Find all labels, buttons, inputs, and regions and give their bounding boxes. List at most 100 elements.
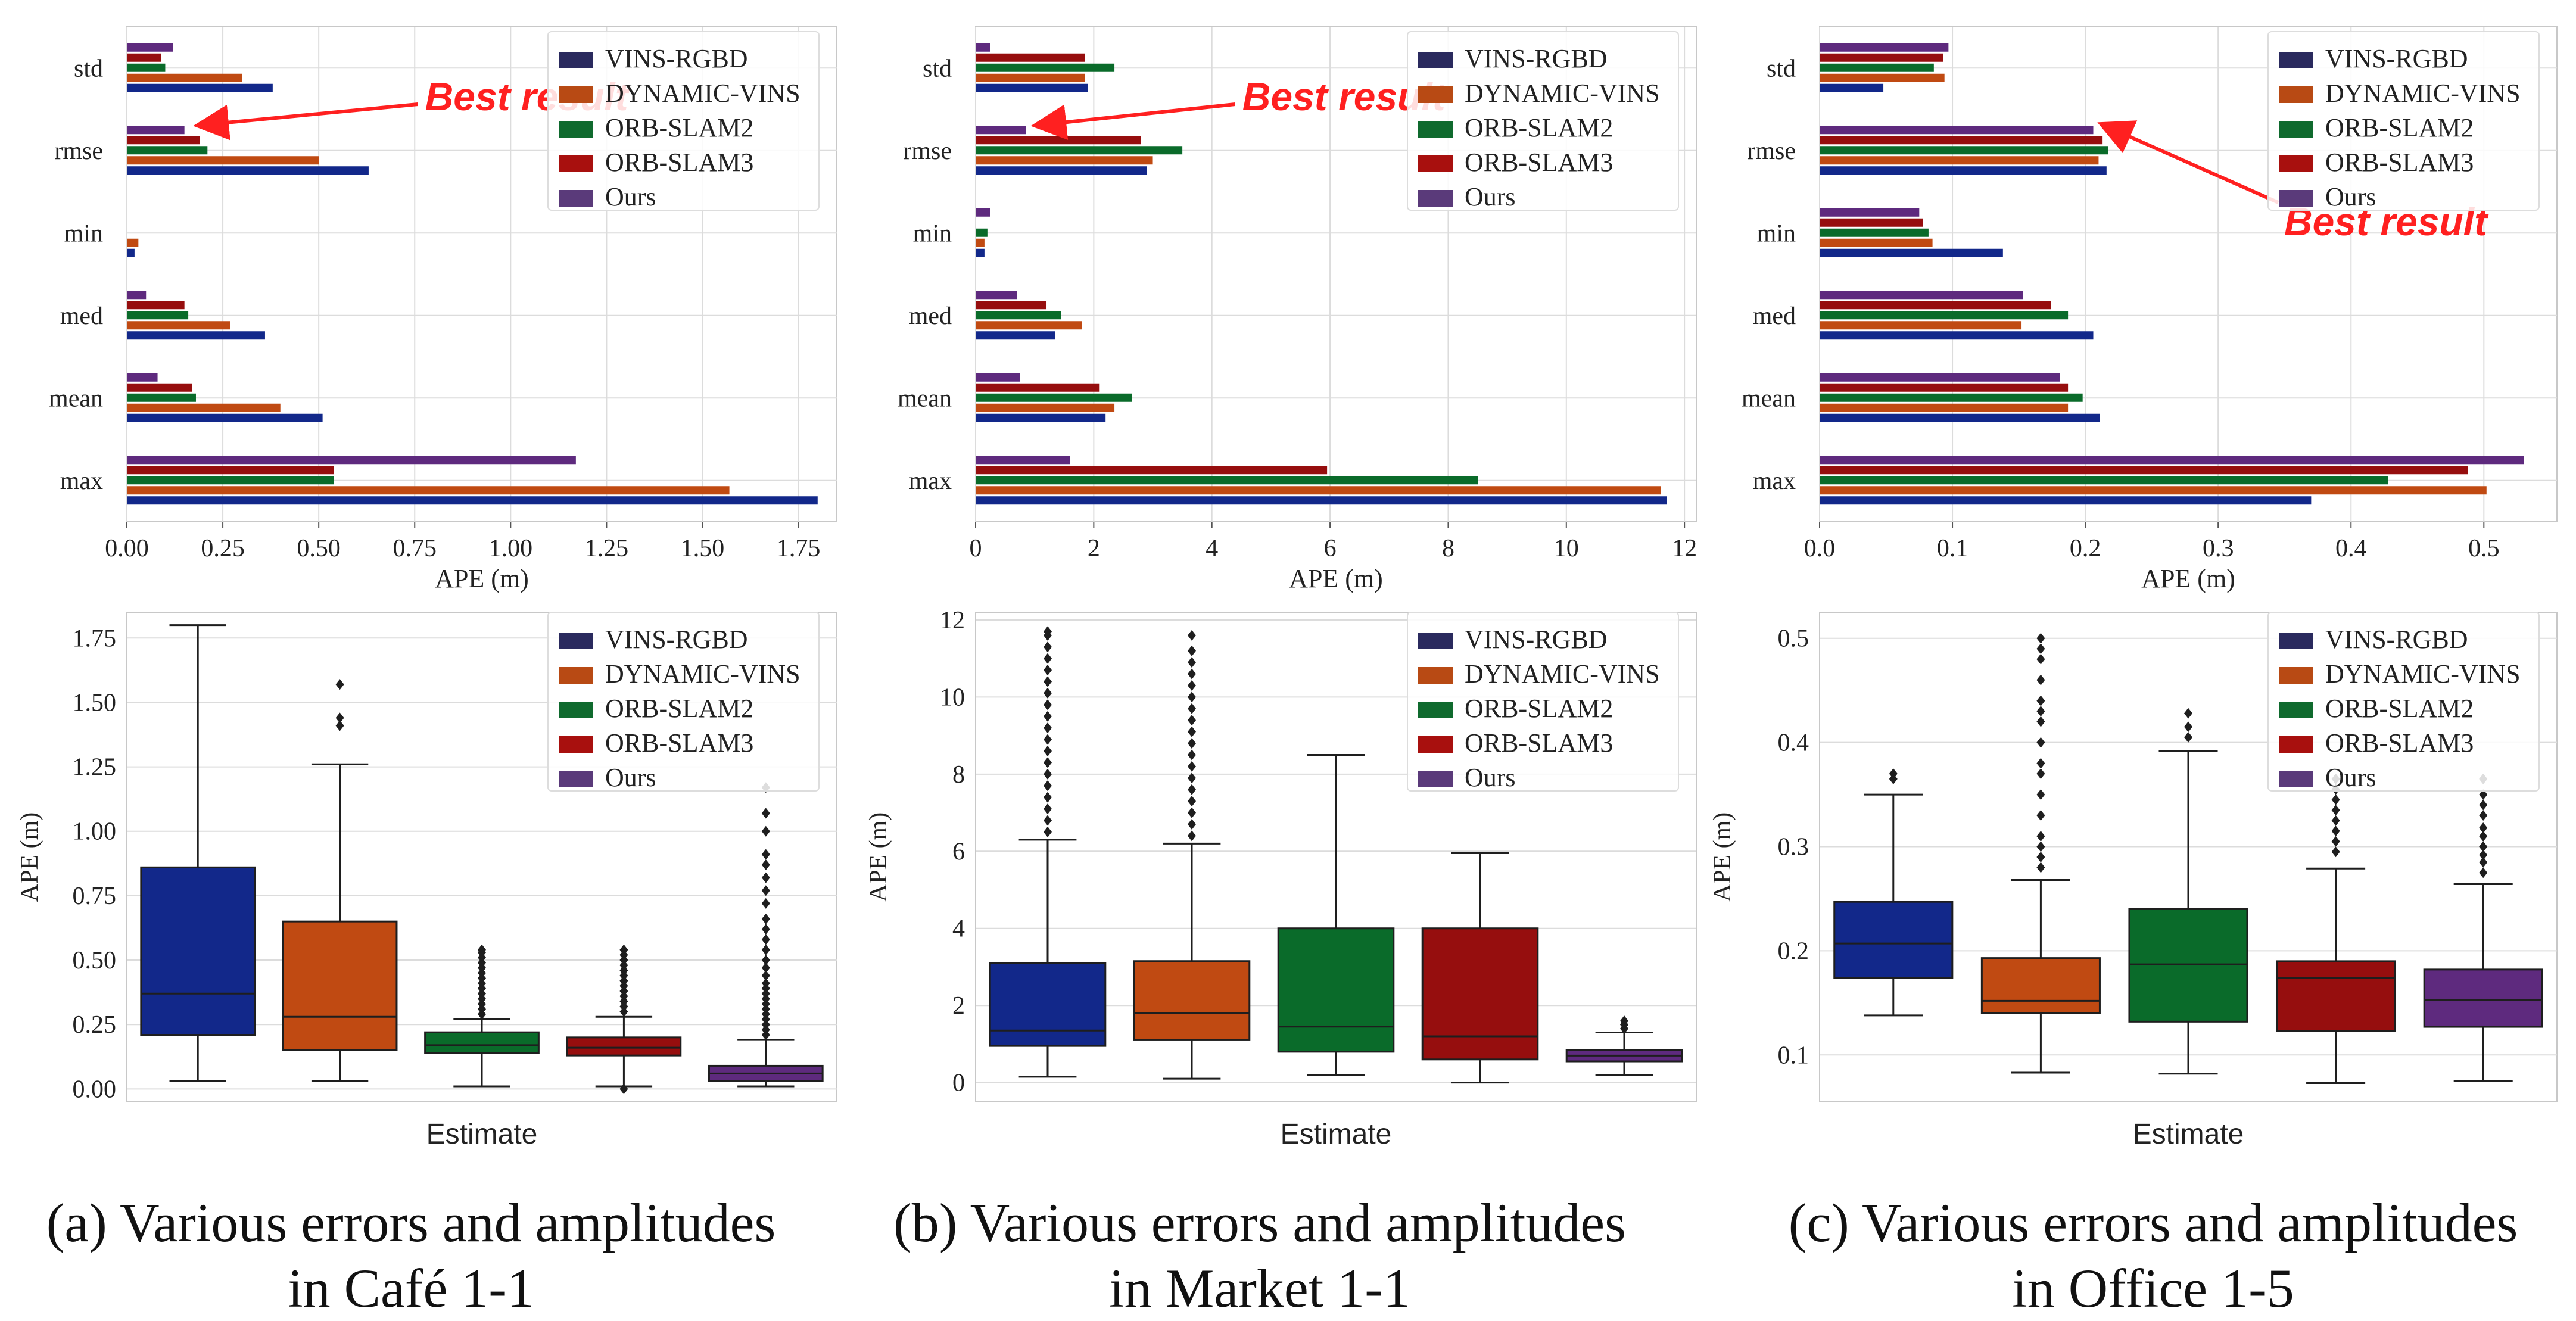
flier-VINS-RGBD-14 <box>1044 665 1052 676</box>
bar-Ours-rmse <box>976 126 1026 135</box>
bar-ORB-SLAM3-max <box>127 466 334 475</box>
box-ORB-SLAM3 <box>566 1036 682 1057</box>
legend-swatch-4 <box>1418 771 1453 787</box>
bar-DYNAMIC-VINS-min <box>1820 238 1933 247</box>
legend-swatch-1 <box>1418 667 1453 684</box>
legend-swatch-3 <box>1418 736 1453 753</box>
x-tick-label: 6 <box>1324 535 1337 562</box>
bar-ORB-SLAM2-rmse <box>127 146 208 155</box>
flier-VINS-RGBD-0 <box>1044 826 1052 837</box>
legend-label-4: Ours <box>2325 182 2376 211</box>
legend-swatch-4 <box>1418 190 1453 207</box>
x-tick-label: 0.75 <box>393 535 437 562</box>
legend-0: VINS-RGBD DYNAMIC-VINS ORB-SLAM2 ORB-SLAM3 O… <box>547 31 820 211</box>
flier-Ours-23 <box>761 825 770 837</box>
x-tick-label: 1.00 <box>489 535 533 562</box>
flier-Ours-2 <box>2479 849 2488 861</box>
legend-label-3: ORB-SLAM3 <box>2325 148 2474 177</box>
y-tick-label: 1.50 <box>73 689 117 716</box>
legend-label-2: ORB-SLAM2 <box>1465 113 1613 142</box>
flier-VINS-RGBD-6 <box>1044 757 1052 768</box>
x-tick-label: 1.25 <box>585 535 629 562</box>
bar-ORB-SLAM3-med <box>976 301 1047 310</box>
y-tick-label: 0.4 <box>1778 730 1809 757</box>
x-tick-label: 0.0 <box>1804 535 1836 562</box>
legend-label-3: ORB-SLAM3 <box>605 148 753 177</box>
bar-Ours-max <box>127 456 576 465</box>
bar-ORB-SLAM3-max <box>1820 466 2468 475</box>
bar-DYNAMIC-VINS-max <box>127 486 730 495</box>
legend-swatch-3 <box>559 155 593 172</box>
bar-ORB-SLAM3-med <box>1820 301 2051 310</box>
flier-DYNAMIC-VINS-5 <box>2036 789 2045 800</box>
bar-Ours-max <box>976 456 1070 465</box>
flier-DYNAMIC-VINS-8 <box>1188 738 1196 749</box>
box-DYNAMIC-VINS <box>1133 960 1251 1041</box>
legend-swatch-0 <box>559 52 593 68</box>
x-tick-label: 0 <box>970 535 982 562</box>
bar-ORB-SLAM3-med <box>127 301 185 310</box>
bar-DYNAMIC-VINS-mean <box>127 403 281 412</box>
y-tick-label-std: std <box>923 55 952 82</box>
flier-DYNAMIC-VINS-13 <box>1188 680 1196 691</box>
bar-VINS-RGBD-max <box>1820 496 2312 505</box>
bar-DYNAMIC-VINS-mean <box>1820 403 2069 412</box>
flier-DYNAMIC-VINS-2 <box>2036 841 2045 852</box>
legend-1: VINS-RGBD DYNAMIC-VINS ORB-SLAM2 ORB-SLAM3 O… <box>1407 31 1679 211</box>
flier-Ours-16 <box>761 924 770 935</box>
legend-label-0: VINS-RGBD <box>1465 44 1608 73</box>
bar-ORB-SLAM3-mean <box>1820 383 2069 392</box>
legend-label-2: ORB-SLAM2 <box>605 113 753 142</box>
legend-label-3: ORB-SLAM3 <box>1465 148 1613 177</box>
flier-Ours-20 <box>761 872 770 883</box>
legend-label-1: DYNAMIC-VINS <box>1465 659 1660 688</box>
flier-VINS-RGBD-4 <box>1044 780 1052 792</box>
flier-Ours-2 <box>1620 1015 1628 1027</box>
flier-DYNAMIC-VINS-16 <box>1188 645 1196 656</box>
x-axis-label: Estimate <box>1281 1119 1392 1150</box>
legend-swatch-2 <box>2279 702 2313 718</box>
bar-VINS-RGBD-rmse <box>1820 166 2107 175</box>
legend-swatch-2 <box>559 121 593 138</box>
bar-Ours-mean <box>1820 373 2060 382</box>
flier-ORB-SLAM2-0 <box>2184 731 2192 743</box>
x-tick-label: 4 <box>1206 535 1218 562</box>
flier-VINS-RGBD-7 <box>1044 746 1052 757</box>
flier-DYNAMIC-VINS-4 <box>1188 784 1196 795</box>
flier-Ours-8 <box>2479 789 2488 800</box>
bar-VINS-RGBD-max <box>127 496 818 505</box>
y-tick-label: 10 <box>940 684 965 711</box>
x-axis-label: APE (m) <box>1289 564 1383 593</box>
bar-ORB-SLAM2-med <box>127 311 189 320</box>
x-tick-label: 10 <box>1554 535 1579 562</box>
legend-swatch-2 <box>559 702 593 718</box>
y-tick-label-mean: mean <box>898 385 952 412</box>
bar-ORB-SLAM3-mean <box>127 383 192 392</box>
legend-3: VINS-RGBD DYNAMIC-VINS ORB-SLAM2 ORB-SLAM3 O… <box>547 612 820 792</box>
bar-Ours-med <box>976 291 1017 300</box>
annotation-arrow <box>2097 120 2279 204</box>
y-tick-label-rmse: rmse <box>1747 138 1796 165</box>
y-tick-label: 0.3 <box>1778 834 1809 861</box>
flier-DYNAMIC-VINS-6 <box>1188 761 1196 772</box>
legend-swatch-4 <box>559 771 593 787</box>
flier-DYNAMIC-VINS-3 <box>2036 831 2045 842</box>
caption-b-line1: (b) Various errors and amplitudes <box>893 1192 1626 1253</box>
bar-Ours-med <box>127 291 147 300</box>
x-tick-label: 0.2 <box>2070 535 2101 562</box>
bar-VINS-RGBD-mean <box>127 413 323 422</box>
legend-frame <box>1407 612 1679 792</box>
bar-Ours-max <box>1820 456 2524 465</box>
flier-Ours-11 <box>761 970 770 982</box>
x-axis-label: APE (m) <box>2141 564 2235 593</box>
legend-swatch-1 <box>1418 86 1453 103</box>
bar-VINS-RGBD-mean <box>976 413 1106 422</box>
flier-VINS-RGBD-18 <box>1044 626 1052 637</box>
bar-Ours-std <box>127 43 173 52</box>
flier-DYNAMIC-VINS-15 <box>2036 633 2045 644</box>
bar-DYNAMIC-VINS-mean <box>976 403 1115 412</box>
flier-DYNAMIC-VINS-1 <box>2036 852 2045 862</box>
bar-Ours-std <box>1820 43 1949 52</box>
bar-ORB-SLAM2-max <box>1820 476 2388 485</box>
caption-c-line1: (c) Various errors and amplitudes <box>1788 1192 2518 1253</box>
